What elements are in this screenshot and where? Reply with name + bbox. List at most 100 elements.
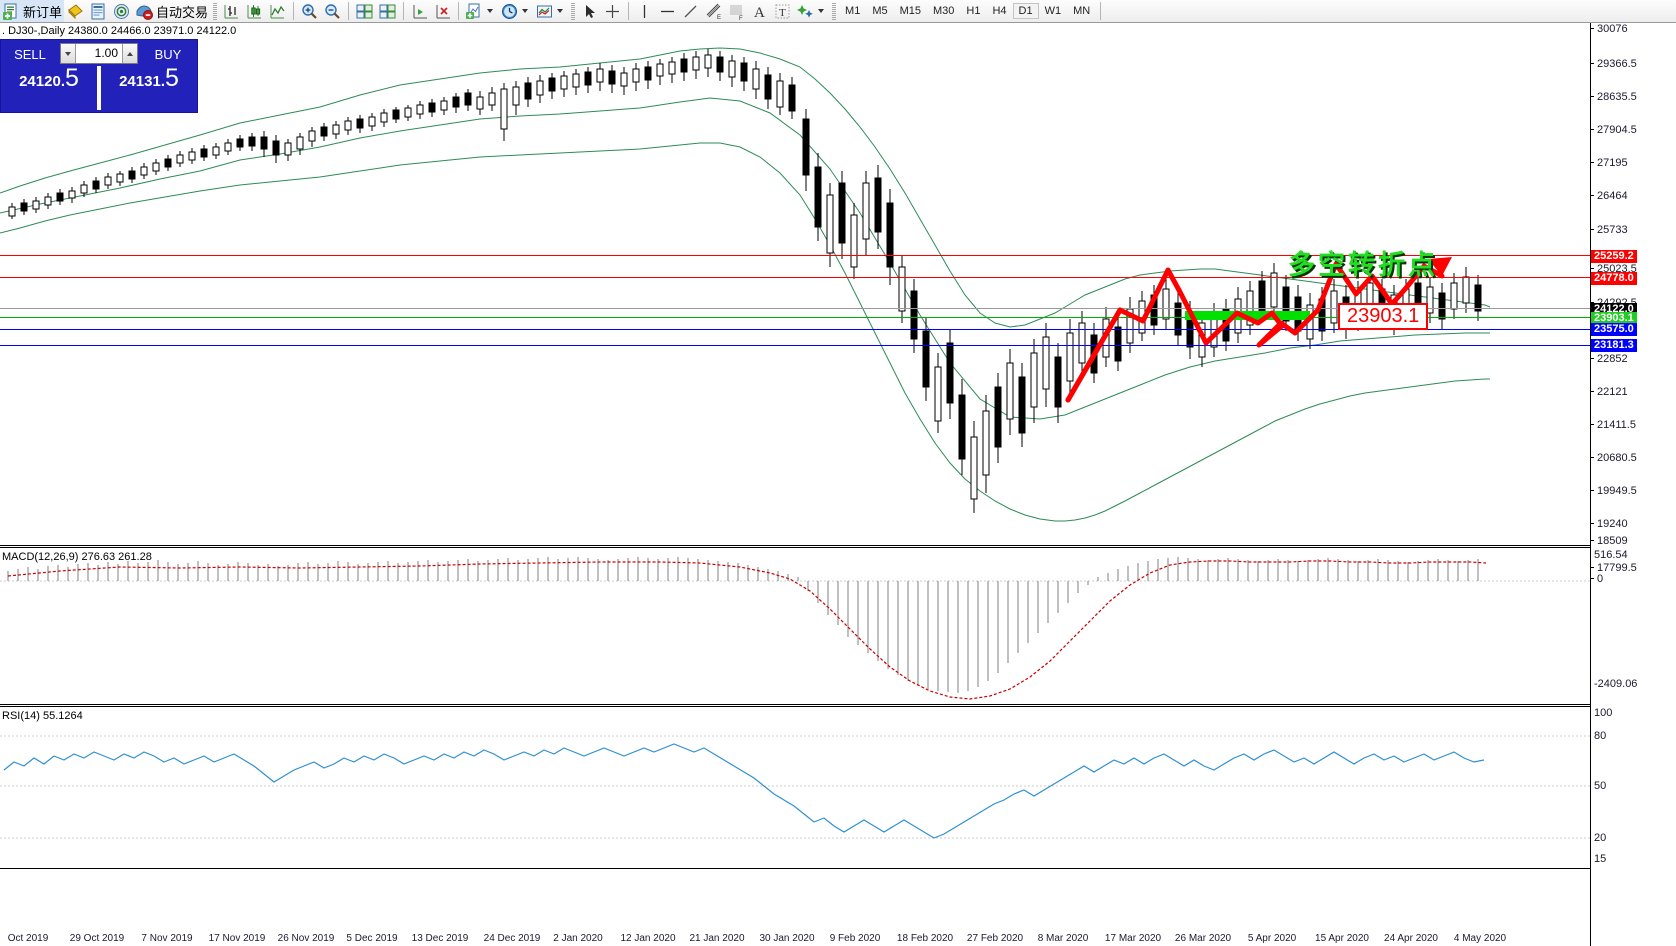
- bar-chart-icon: [222, 2, 241, 21]
- new-order-button[interactable]: 新订单: [0, 0, 65, 22]
- period-chevron-down-icon[interactable]: [522, 9, 529, 13]
- cursor-button[interactable]: [578, 0, 601, 22]
- date-tick: 26 Mar 2020: [1174, 933, 1232, 944]
- buy-price-frac: 5: [164, 64, 179, 92]
- objects-chevron-down-icon[interactable]: [818, 9, 825, 13]
- price-tick: 19949.5: [1590, 485, 1676, 497]
- price-scale[interactable]: 30076 29366.5 28635.5 27904.5 27195 2646…: [1590, 23, 1676, 946]
- toolbar-separator: [293, 2, 295, 20]
- indicators-button[interactable]: [463, 0, 498, 22]
- toolbar-grip[interactable]: [213, 2, 218, 20]
- timeframe-h1[interactable]: H1: [966, 5, 981, 17]
- date-tick: 30 Jan 2020: [759, 933, 815, 944]
- price-tick: 17799.5: [1590, 562, 1676, 574]
- price-tick: 19240: [1590, 518, 1676, 530]
- text-icon: A: [750, 2, 769, 21]
- svg-text:A: A: [754, 5, 765, 21]
- indicators-chevron-down-icon[interactable]: [487, 9, 494, 13]
- data-windows-button[interactable]: [376, 0, 399, 22]
- timeframe-m30[interactable]: M30: [933, 5, 955, 17]
- date-tick: 26 Nov 2019: [277, 933, 335, 944]
- navigator-button[interactable]: [110, 0, 133, 22]
- timeframe-m1[interactable]: M1: [845, 5, 861, 17]
- date-tick: 5 Apr 2020: [1247, 933, 1297, 944]
- price-tick: 21411.5: [1590, 419, 1676, 431]
- equidistant-channel-button[interactable]: E: [702, 0, 725, 22]
- date-tick: 15 Apr 2020: [1315, 933, 1369, 944]
- zoom-in-button[interactable]: [298, 0, 321, 22]
- zoom-out-button[interactable]: [321, 0, 344, 22]
- chart-shift-button[interactable]: [431, 0, 454, 22]
- volume-decrease-button[interactable]: [61, 44, 76, 63]
- vertical-line-button[interactable]: [633, 0, 656, 22]
- autotrade-button[interactable]: 自动交易: [133, 0, 210, 22]
- horizontal-line-button[interactable]: [656, 0, 679, 22]
- sell-price-frac: 5: [64, 64, 79, 92]
- date-tick: 9 Feb 2020: [829, 933, 881, 944]
- data-windows-icon: [378, 2, 397, 21]
- price-macd-separator-b: [0, 547, 1590, 548]
- date-tick: 29 Oct 2019: [69, 933, 125, 944]
- date-scale[interactable]: Oct 2019 29 Oct 2019 7 Nov 2019 17 Nov 2…: [0, 930, 1590, 946]
- new-order-label: 新订单: [23, 5, 63, 21]
- scroll-end-button[interactable]: [408, 0, 431, 22]
- new-order-icon: [2, 2, 21, 21]
- data-window-button[interactable]: [87, 0, 110, 22]
- crosshair-button[interactable]: [601, 0, 624, 22]
- line-chart-button[interactable]: [266, 0, 289, 22]
- rsi-tick: 80: [1594, 730, 1607, 742]
- period-icon: [500, 2, 519, 21]
- chart-area[interactable]: . DJ30-,Daily 24380.0 24466.0 23971.0 24…: [0, 23, 1676, 946]
- tile-windows-button[interactable]: [353, 0, 376, 22]
- price-tick: 26464: [1590, 190, 1676, 202]
- toolbar-grip-2[interactable]: [571, 2, 576, 20]
- period-button[interactable]: [498, 0, 533, 22]
- toolbar-separator-3: [403, 2, 405, 20]
- macd-tick: 0: [1590, 573, 1676, 585]
- templates-button[interactable]: [533, 0, 568, 22]
- bar-chart-button[interactable]: [220, 0, 243, 22]
- fibonacci-icon: F: [727, 2, 746, 21]
- candle-chart-button[interactable]: [243, 0, 266, 22]
- label-button[interactable]: T: [771, 0, 794, 22]
- vertical-line-icon: [635, 2, 654, 21]
- target-line-23903: [0, 317, 1590, 318]
- sell-price-int: 24120: [19, 73, 61, 90]
- indicators-icon: [465, 2, 484, 21]
- objects-icon: [796, 2, 815, 21]
- timeframe-d1[interactable]: D1: [1012, 3, 1039, 19]
- svg-text:E: E: [717, 15, 721, 21]
- volume-increase-button[interactable]: [122, 44, 137, 63]
- chart-shift-icon: [433, 2, 452, 21]
- toolbar-grip-3[interactable]: [832, 2, 837, 20]
- horizontal-line-icon: [658, 2, 677, 21]
- timeframe-w1[interactable]: W1: [1044, 5, 1062, 17]
- timeframe-m15[interactable]: M15: [899, 5, 921, 17]
- zoom-out-icon: [323, 2, 342, 21]
- timeframe-h4[interactable]: H4: [992, 5, 1007, 17]
- date-tick: 18 Feb 2020: [896, 933, 954, 944]
- fibonacci-button[interactable]: F: [725, 0, 748, 22]
- lines-button[interactable]: [64, 0, 87, 22]
- timeframe-mn[interactable]: MN: [1073, 5, 1091, 17]
- one-click-trading-panel[interactable]: SELL 1.00 BUY 24120 . 5 24131 .: [0, 39, 198, 113]
- buy-button[interactable]: 24131 . 5: [101, 66, 197, 110]
- macd-tick: 516.54: [1594, 549, 1628, 561]
- resistance-line-24778: [0, 277, 1590, 278]
- svg-text:T: T: [779, 7, 786, 19]
- tile-windows-icon: [355, 2, 374, 21]
- sell-price-dot: .: [60, 73, 65, 90]
- date-tick: 13 Dec 2019: [411, 933, 469, 944]
- volume-value[interactable]: 1.00: [94, 46, 118, 60]
- trend-line-button[interactable]: [679, 0, 702, 22]
- text-button[interactable]: A: [748, 0, 771, 22]
- timeframe-m5[interactable]: M5: [872, 5, 888, 17]
- svg-text:F: F: [739, 16, 743, 21]
- macd-tick: -2409.06: [1594, 678, 1638, 690]
- main-toolbar: 新订单: [0, 0, 1676, 23]
- objects-button[interactable]: [794, 0, 829, 22]
- label-icon: T: [773, 2, 792, 21]
- volume-stepper[interactable]: 1.00: [60, 43, 138, 64]
- templates-chevron-down-icon[interactable]: [557, 9, 564, 13]
- sell-button[interactable]: 24120 . 5: [1, 66, 97, 110]
